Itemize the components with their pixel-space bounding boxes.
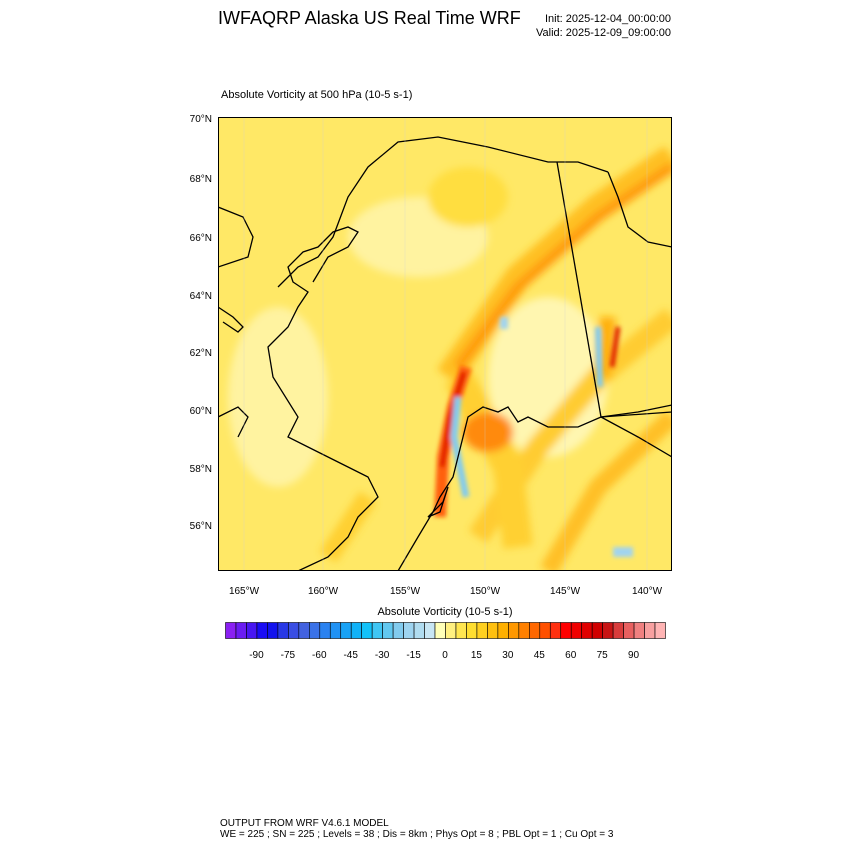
colorbar-swatch (654, 622, 666, 639)
colorbar-swatch (298, 622, 310, 639)
valid-time: Valid: 2025-12-09_09:00:00 (536, 27, 671, 39)
lon-tick-label: 155°W (389, 586, 421, 597)
lat-tick-label: 58°N (189, 464, 212, 475)
colorbar-swatch (288, 622, 300, 639)
colorbar-tick-label: 75 (596, 650, 608, 661)
model-config: WE = 225 ; SN = 225 ; Levels = 38 ; Dis … (220, 829, 614, 840)
colorbar-swatch (644, 622, 656, 639)
colorbar-swatch (392, 622, 404, 639)
colorbar (225, 622, 666, 639)
lon-tick-label: 165°W (228, 586, 260, 597)
colorbar-swatch (581, 622, 593, 639)
colorbar-tick-label: 45 (533, 650, 545, 661)
colorbar-swatch (487, 622, 499, 639)
lat-tick-label: 60°N (189, 406, 212, 417)
vorticity-extremes (434, 317, 633, 557)
colorbar-swatch (633, 622, 645, 639)
lat-tick-label: 64°N (189, 291, 212, 302)
colorbar-swatch (497, 622, 509, 639)
colorbar-swatch (361, 622, 373, 639)
colorbar-swatch (329, 622, 342, 639)
colorbar-swatch (350, 622, 362, 639)
colorbar-swatch (455, 622, 467, 639)
colorbar-tick-label: -30 (374, 650, 390, 661)
colorbar-swatch (560, 622, 572, 639)
colorbar-swatch (256, 622, 268, 639)
colorbar-swatch (246, 622, 258, 639)
colorbar-tick-label: 60 (565, 650, 577, 661)
colorbar-swatch (518, 622, 530, 639)
lat-tick-label: 66°N (189, 233, 212, 244)
vorticity-field (228, 146, 672, 571)
model-info: OUTPUT FROM WRF V4.6.1 MODEL (220, 818, 389, 829)
lon-tick-label: 145°W (549, 586, 581, 597)
colorbar-tick-label: 90 (628, 650, 640, 661)
colorbar-swatch (602, 622, 614, 639)
colorbar-swatch (382, 622, 394, 639)
colorbar-swatch (466, 622, 478, 639)
lat-tick-label: 56°N (189, 521, 212, 532)
colorbar-swatch (612, 622, 624, 639)
colorbar-swatch (539, 622, 551, 639)
colorbar-swatch (309, 622, 321, 639)
colorbar-swatch (319, 622, 331, 639)
colorbar-swatch (445, 622, 457, 639)
field-title: Absolute Vorticity at 500 hPa (10-5 s-1) (221, 89, 413, 101)
colorbar-swatch (529, 622, 541, 639)
graticule (243, 117, 648, 571)
colorbar-swatch (476, 622, 488, 639)
vorticity-map (218, 117, 672, 571)
lat-tick-label: 62°N (189, 348, 212, 359)
colorbar-tick-label: -45 (343, 650, 358, 661)
init-time: Init: 2025-12-04_00:00:00 (545, 13, 671, 25)
colorbar-swatch (549, 622, 562, 639)
colorbar-swatch (403, 622, 415, 639)
colorbar-swatch (225, 622, 237, 639)
colorbar-tick-label: 15 (470, 650, 482, 661)
map-frame (218, 117, 672, 571)
colorbar-tick-label: -60 (312, 650, 327, 661)
colorbar-swatch (623, 622, 635, 639)
lat-tick-label: 68°N (189, 174, 212, 185)
colorbar-title: Absolute Vorticity (10-5 s-1) (377, 606, 513, 618)
plot-title: IWFAQRP Alaska US Real Time WRF (218, 8, 521, 28)
colorbar-tick-label: -75 (280, 650, 296, 661)
colorbar-swatch (277, 622, 289, 639)
colorbar-tick-label: 0 (442, 650, 448, 661)
colorbar-tick-label: 30 (502, 650, 514, 661)
lon-tick-label: 160°W (307, 586, 339, 597)
lon-tick-label: 150°W (469, 586, 501, 597)
colorbar-swatch (434, 622, 446, 639)
colorbar-swatch (413, 622, 425, 639)
colorbar-swatch (267, 622, 279, 639)
colorbar-swatch (508, 622, 520, 639)
lon-tick-label: 140°W (631, 586, 663, 597)
colorbar-swatch (340, 622, 352, 639)
colorbar-tick-label: -15 (406, 650, 421, 661)
colorbar-swatch (424, 622, 436, 639)
lat-tick-label: 70°N (189, 114, 212, 125)
coastlines (218, 136, 672, 571)
colorbar-swatch (591, 622, 603, 639)
colorbar-swatch (570, 622, 582, 639)
colorbar-tick-label: -90 (249, 650, 264, 661)
colorbar-swatch (235, 622, 247, 639)
colorbar-swatch (371, 622, 383, 639)
